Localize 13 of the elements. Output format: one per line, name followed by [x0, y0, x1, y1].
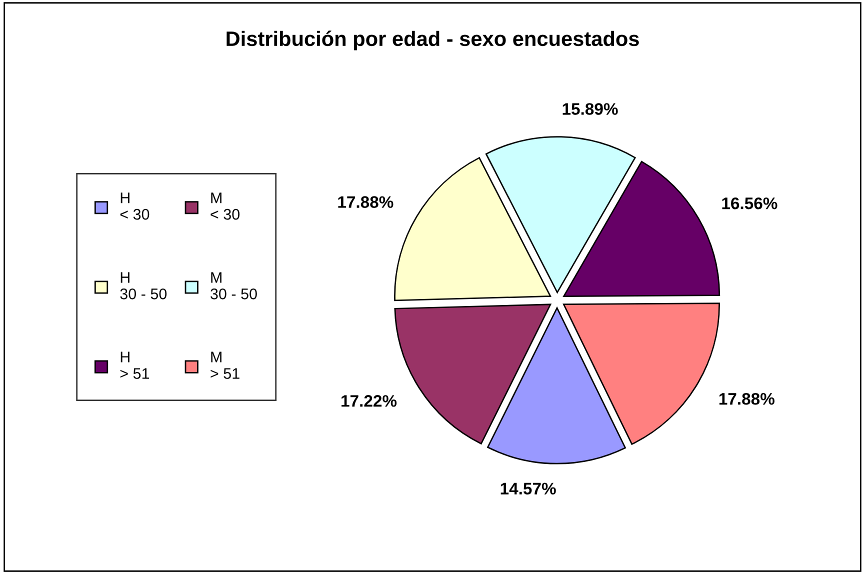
chart-title: Distribución por edad - sexo encuestados — [226, 30, 639, 50]
legend-label: H 30 - 50 — [120, 272, 167, 300]
legend-label: M < 30 — [210, 192, 240, 220]
data-label: 17.88% — [719, 392, 774, 405]
legend-label: H > 51 — [120, 352, 150, 379]
legend-label: M 30 - 50 — [210, 272, 257, 300]
data-label: 15.89% — [562, 103, 618, 115]
data-label: 17.88% — [338, 196, 394, 208]
data-label: 16.56% — [722, 197, 778, 210]
data-label: 17.22% — [342, 395, 397, 407]
legend-label: M > 51 — [210, 352, 240, 379]
legend-label: H < 30 — [120, 192, 150, 220]
data-label: 14.57% — [500, 482, 556, 495]
